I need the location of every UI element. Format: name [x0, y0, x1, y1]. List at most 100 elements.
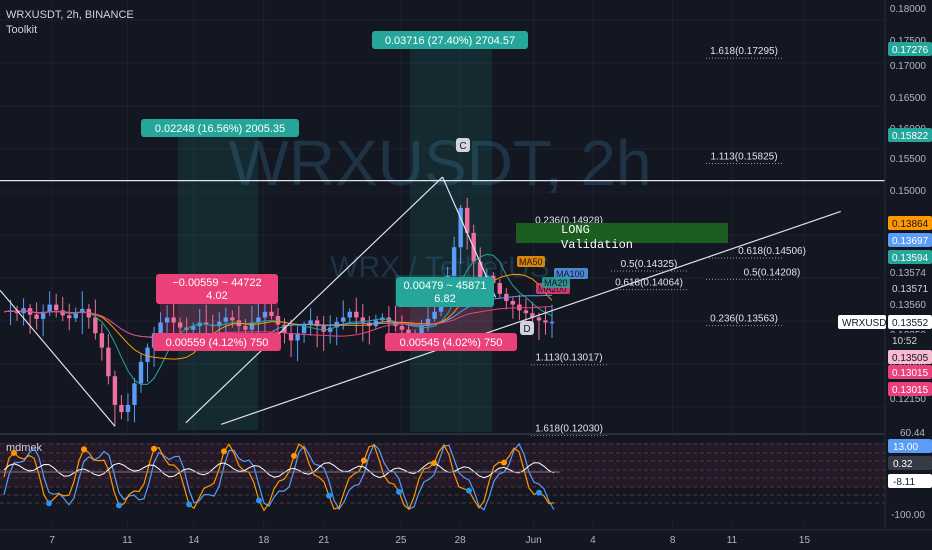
osc-badge-label: -8.11	[893, 477, 915, 488]
price-badge-label: 0.13015	[892, 368, 929, 379]
measure-box	[153, 333, 281, 351]
price-badge	[838, 315, 886, 329]
osc-dot	[11, 449, 17, 456]
price-badge	[888, 250, 932, 264]
price-badge-label: 0.13552	[892, 318, 929, 329]
price-badge-label: 0.17276	[892, 45, 929, 56]
price-axis: 0.180000.175000.170000.165000.160000.155…	[838, 0, 932, 550]
candle-body	[60, 310, 65, 316]
candle-body	[360, 317, 366, 323]
trend-line	[221, 210, 841, 425]
candle-body	[132, 383, 137, 405]
price-badge	[888, 216, 932, 230]
candle-body	[67, 315, 72, 319]
candle-body	[510, 301, 516, 305]
candle-body	[406, 329, 411, 334]
price-badge-label: 0.13571	[892, 284, 929, 295]
time-tick: 25	[395, 535, 407, 546]
candle-body	[171, 317, 176, 323]
candle-body	[47, 304, 52, 312]
candle-body	[288, 333, 294, 341]
measure-label: 6.82	[434, 293, 455, 305]
osc-dot	[536, 489, 542, 496]
point-label: C	[459, 141, 466, 152]
measure-label: 0.03716 (27.40%) 2704.57	[385, 35, 515, 47]
osc-tick: 60.44	[900, 428, 925, 439]
measure-box	[372, 31, 528, 49]
watermark-big: WRXUSDT, 2h	[228, 127, 651, 199]
candle-body	[419, 326, 424, 337]
osc-dot	[116, 502, 122, 509]
fib-label: 0.618(0.14064)	[615, 278, 683, 289]
time-tick: 21	[318, 535, 330, 546]
candle-body	[295, 333, 300, 341]
candle-body	[321, 326, 326, 332]
osc-tick: -100.00	[891, 510, 925, 521]
time-tick: 28	[455, 535, 467, 546]
time-tick: 14	[188, 535, 200, 546]
candle-body	[523, 310, 529, 314]
candle-body	[119, 404, 124, 413]
osc-dot	[501, 459, 507, 466]
trend-line	[185, 176, 443, 424]
ma-label: MA100	[556, 269, 585, 279]
time-tick: 8	[670, 535, 676, 546]
candle-body	[158, 322, 163, 334]
ma-tag	[517, 256, 545, 267]
ma-label: MA50	[519, 257, 543, 267]
measure-box	[141, 119, 299, 137]
osc-dot	[361, 457, 367, 464]
fib-label: 0.5(0.14325)	[621, 259, 678, 270]
candle-body	[432, 311, 437, 319]
osc-badge-label: 0.32	[893, 459, 913, 470]
price-badge-label: 0.13697	[892, 236, 929, 247]
time-tick: 11	[727, 535, 738, 546]
candle-body	[217, 321, 222, 327]
osc-main-line	[3, 442, 555, 512]
time-tick: Jun	[526, 535, 542, 546]
osc-dot	[466, 487, 472, 494]
ma-label: MA20	[544, 278, 568, 288]
candle-body	[40, 311, 46, 319]
price-badge	[888, 128, 932, 142]
osc-dot	[326, 492, 332, 499]
candle-body	[73, 313, 78, 319]
moving-average-line	[3, 306, 553, 338]
candle-body	[164, 317, 170, 323]
ma-tag	[554, 268, 588, 279]
price-badge	[888, 315, 932, 329]
time-tick: 15	[799, 535, 811, 546]
point-label: D	[523, 324, 530, 335]
price-tick: 0.13574	[890, 268, 927, 279]
candle-body	[249, 322, 255, 330]
fib-label: 0.236(0.14928)	[535, 216, 603, 227]
osc-badge-label: 13.00	[893, 442, 918, 453]
point-marker	[520, 321, 534, 335]
price-tick: 0.17000	[890, 61, 927, 72]
candle-body	[347, 311, 352, 318]
measure-label: 0.00545 (4.02%) 750	[400, 337, 503, 349]
price-badge	[888, 365, 932, 379]
candle-body	[243, 326, 248, 330]
toolkit-label: Toolkit	[6, 24, 38, 36]
candle-body	[464, 207, 470, 233]
osc-white-line	[3, 462, 555, 479]
long-box	[516, 223, 728, 243]
candle-body	[543, 320, 548, 323]
candle-body	[204, 322, 209, 325]
price-tick: 0.17500	[890, 36, 927, 47]
measure-label: 4.02	[206, 290, 227, 302]
candle-body	[230, 317, 235, 321]
fib-label: 1.113(0.13017)	[535, 353, 602, 364]
candle-body	[223, 317, 229, 322]
osc-signal-line	[3, 442, 555, 511]
price-badge-label: 0.13505	[892, 353, 929, 364]
measure-box	[156, 274, 278, 304]
candle-body	[341, 317, 346, 322]
candle-body	[399, 326, 405, 330]
fib-label: 0.236(0.13563)	[710, 314, 778, 325]
osc-badge	[888, 474, 932, 488]
price-tick: 0.16500	[890, 93, 927, 104]
fib-label: 1.113(0.15825)	[710, 151, 777, 162]
